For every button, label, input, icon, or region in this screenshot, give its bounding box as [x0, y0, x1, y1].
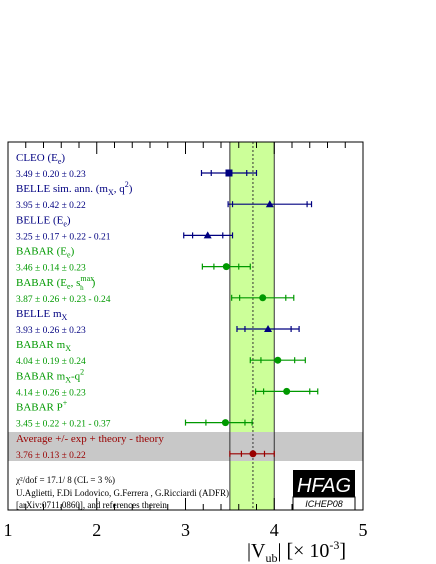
hfag-logo-text: HFAG — [297, 475, 351, 497]
measurement-row: BABAR (Ee) 3.46 ± 0.14 ± 0.23 — [16, 246, 251, 274]
measurement-value-text: 3.25 ± 0.17 + 0.22 - 0.21 — [16, 232, 111, 242]
measurement-row: BELLE (Ee) 3.25 ± 0.17 + 0.22 - 0.21 — [16, 214, 234, 242]
ichep-logo-text: ICHEP08 — [305, 499, 343, 509]
measurement-name: BELLE mX — [16, 308, 68, 322]
measurement-value-text: 3.93 ± 0.26 ± 0.23 — [16, 326, 86, 336]
measurement-row: CLEO (Ee) 3.49 ± 0.20 ± 0.23 — [16, 152, 258, 180]
x-tick-label: 4 — [270, 520, 279, 540]
measurement-name: BELLE (Ee) — [16, 214, 71, 228]
data-point — [203, 231, 212, 239]
measurement-row: BABAR P+ 3.45 ± 0.22 + 0.21 - 0.37 — [16, 399, 253, 430]
data-point — [225, 169, 233, 177]
data-point — [283, 387, 291, 395]
measurement-value-text: 3.45 ± 0.22 + 0.21 - 0.37 — [16, 420, 111, 430]
measurement-name: BABAR (Ee) — [16, 246, 75, 260]
x-tick-label: 5 — [359, 520, 368, 540]
measurement-value-text: 4.14 ± 0.26 ± 0.23 — [16, 388, 86, 398]
data-point — [259, 294, 267, 302]
authors-text: U.Aglietti, F.Di Lodovico, G.Ferrera , G… — [16, 488, 229, 498]
measurement-name: BELLE sim. ann. (mX, q2) — [16, 180, 133, 197]
measurement-value-text: 4.04 ± 0.19 ± 0.24 — [16, 357, 86, 367]
measurement-value-text: 3.87 ± 0.26 + 0.23 - 0.24 — [16, 295, 111, 305]
measurement-name: CLEO (Ee) — [16, 152, 65, 166]
hfag-logo-bg — [293, 470, 355, 497]
data-point — [274, 356, 282, 364]
average-row: Average +/- exp + theory - theory 3.76 ± … — [16, 433, 275, 461]
measurement-row: BELLE sim. ann. (mX, q2) 3.95 ± 0.42 ± 0.… — [16, 180, 313, 211]
measurement-name: BABAR mX — [16, 339, 71, 353]
measurement-row: BABAR (Ee, smax h) 3.87 ± 0.26 + 0.23 - 0.… — [16, 274, 295, 305]
x-axis-ticks — [7, 142, 364, 510]
x-tick-label: 3 — [181, 520, 190, 540]
measurement-name: BABAR mX-q2 — [16, 367, 84, 384]
measurement-name: Average +/- exp + theory - theory — [16, 433, 164, 445]
measurement-value-text: 3.46 ± 0.14 ± 0.23 — [16, 264, 86, 274]
x-axis-tick-labels: 1 2 3 4 5 — [4, 520, 368, 540]
measurement-value-text: 3.76 ± 0.13 ± 0.22 — [16, 451, 86, 461]
refs-text: [arXiv:0711.0860], and references therei… — [16, 500, 167, 510]
measurement-name: BABAR (Ee, smax h) — [16, 274, 96, 292]
measurement-value-text: 3.49 ± 0.20 ± 0.23 — [16, 170, 86, 180]
data-point — [264, 325, 273, 332]
average-gray-strip — [8, 432, 363, 461]
measurement-row: BELLE mX 3.93 ± 0.26 ± 0.23 — [16, 308, 300, 336]
x-tick-label: 1 — [4, 520, 13, 540]
measurement-row: BABAR mX 4.04 ± 0.19 ± 0.24 — [16, 339, 306, 367]
data-point — [249, 450, 257, 458]
data-point — [265, 200, 274, 208]
measurement-name: BABAR P+ — [16, 399, 68, 414]
measurement-value-text: 3.95 ± 0.42 ± 0.22 — [16, 201, 86, 211]
data-point — [221, 419, 229, 427]
chi2-text: χ²/dof = 17.1/ 8 (CL = 3 %) — [15, 475, 115, 485]
ichep-logo-box — [292, 496, 356, 511]
x-tick-label: 2 — [92, 520, 101, 540]
hfag-logo: HFAG ICHEP08 — [292, 470, 356, 511]
x-axis-label: |Vub| [× 10-3] — [247, 538, 346, 564]
data-point — [222, 263, 230, 271]
measurement-row: BABAR mX-q2 4.14 ± 0.26 ± 0.23 — [16, 367, 319, 398]
